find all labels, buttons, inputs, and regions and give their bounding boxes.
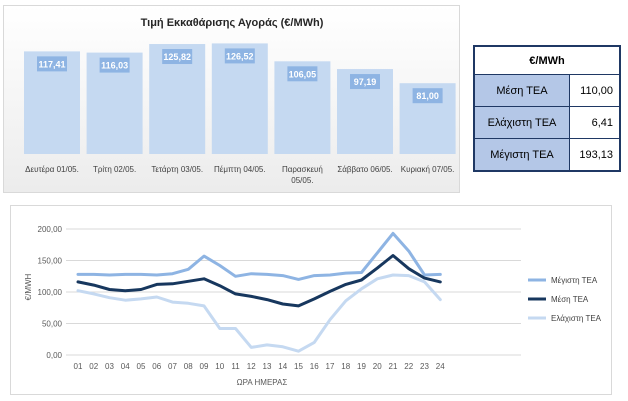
x-tick-label: 09 <box>200 362 209 371</box>
x-tick-label: 22 <box>404 362 413 371</box>
bar-value-label-bg <box>287 66 318 82</box>
x-tick-label: 20 <box>373 362 382 371</box>
y-tick-label: 50,00 <box>42 320 63 329</box>
bar-category-label: Κυριακή 07/05. <box>401 165 455 174</box>
bar-category-label: Τετάρτη 03/05. <box>151 165 203 174</box>
bar-category-label: Σάββατο 06/05. <box>337 165 392 174</box>
x-tick-label: 06 <box>152 362 161 371</box>
row-value-mean: 110,00 <box>569 74 621 107</box>
table-row: Μέση ΤΕΑ 110,00 <box>473 74 621 107</box>
bar-chart: Τιμή Εκκαθάρισης Αγοράς (€/MWh) 117,41 Δε… <box>24 17 456 185</box>
bar-category-label: Παρασκευή 05/05. <box>282 165 323 185</box>
series-line <box>76 231 442 281</box>
x-tick-label: 02 <box>89 362 98 371</box>
bar-category-label: Δευτέρα 01/05. <box>25 165 79 174</box>
bar-value-label-bg <box>412 88 443 104</box>
row-label-max: Μέγιστη ΤΕΑ <box>473 138 570 172</box>
y-tick-label: 200,00 <box>38 225 63 234</box>
x-tick-label: 23 <box>420 362 429 371</box>
y-tick-label: 100,00 <box>38 288 63 297</box>
x-tick-label: 12 <box>247 362 256 371</box>
x-tick-label: 07 <box>168 362 177 371</box>
row-label-mean: Μέση ΤΕΑ <box>473 74 570 107</box>
x-tick-label: 04 <box>121 362 130 371</box>
x-tick-label: 11 <box>231 362 240 371</box>
x-tick-label: 18 <box>341 362 350 371</box>
x-tick-label: 10 <box>215 362 224 371</box>
row-value-min: 6,41 <box>569 106 621 139</box>
x-tick-label: 19 <box>357 362 366 371</box>
series-line <box>76 254 442 308</box>
bar-value-label: 116,03 <box>101 61 128 71</box>
x-tick-label: 03 <box>105 362 114 371</box>
y-tick-label: 150,00 <box>38 257 63 266</box>
legend-label: Μέγιστη ΤΕΑ <box>551 276 598 285</box>
summary-table: €/MWh Μέση ΤΕΑ 110,00 Ελάχιστη ΤΕΑ 6,41 … <box>473 45 621 172</box>
legend-label: Μέση ΤΕΑ <box>551 295 589 304</box>
bar-value-label: 126,52 <box>226 51 254 61</box>
bar-value-label: 81,00 <box>416 91 439 101</box>
x-tick-label: 01 <box>74 362 83 371</box>
x-tick-label: 16 <box>310 362 319 371</box>
bar-chart-title: Τιμή Εκκαθάρισης Αγοράς (€/MWh) <box>141 17 324 29</box>
bar-value-label-bg <box>162 49 193 65</box>
x-tick-label: 15 <box>294 362 303 371</box>
row-value-max: 193,13 <box>569 138 621 172</box>
bar-value-label: 106,05 <box>289 69 317 79</box>
table-row: Ελάχιστη ΤΕΑ 6,41 <box>473 106 621 139</box>
bar-value-label-bg <box>350 74 380 90</box>
bar-chart-panel: Τιμή Εκκαθάρισης Αγοράς (€/MWh) 117,41 Δε… <box>3 5 460 193</box>
bar-value-label-bg <box>224 48 255 64</box>
bar-category-label: Πέμπτη 04/05. <box>214 165 266 174</box>
line-chart: €/MWH ΩΡΑ ΗΜΕΡΑΣ 0,00 50,00 100,00 150,00 20… <box>24 225 602 387</box>
x-tick-label: 13 <box>263 362 272 371</box>
bar-value-label-bg <box>99 57 130 73</box>
bar-value-label-bg <box>37 56 67 72</box>
table-header: €/MWh <box>473 45 621 75</box>
bar-value-label: 97,19 <box>354 77 377 87</box>
x-tick-label: 14 <box>278 362 287 371</box>
table-header-row: €/MWh <box>473 45 621 75</box>
y-tick-label: 0,00 <box>46 351 62 360</box>
legend-label: Ελάχιστη ΤΕΑ <box>551 314 602 323</box>
table-row: Μέγιστη ΤΕΑ 193,13 <box>473 138 621 172</box>
bar-value-label: 125,82 <box>163 52 191 62</box>
series-line <box>76 273 442 353</box>
x-tick-label: 21 <box>389 362 398 371</box>
x-tick-label: 17 <box>326 362 335 371</box>
bar-category-label: Τρίτη 02/05. <box>93 165 136 174</box>
x-tick-label: 24 <box>436 362 445 371</box>
line-chart-panel: €/MWH ΩΡΑ ΗΜΕΡΑΣ 0,00 50,00 100,00 150,00 20… <box>10 205 612 395</box>
row-label-min: Ελάχιστη ΤΕΑ <box>473 106 570 139</box>
x-tick-label: 08 <box>184 362 193 371</box>
bar-value-label: 117,41 <box>38 59 65 69</box>
x-tick-label: 05 <box>137 362 146 371</box>
x-axis-title: ΩΡΑ ΗΜΕΡΑΣ <box>237 378 288 387</box>
y-axis-title: €/MWH <box>24 273 33 300</box>
